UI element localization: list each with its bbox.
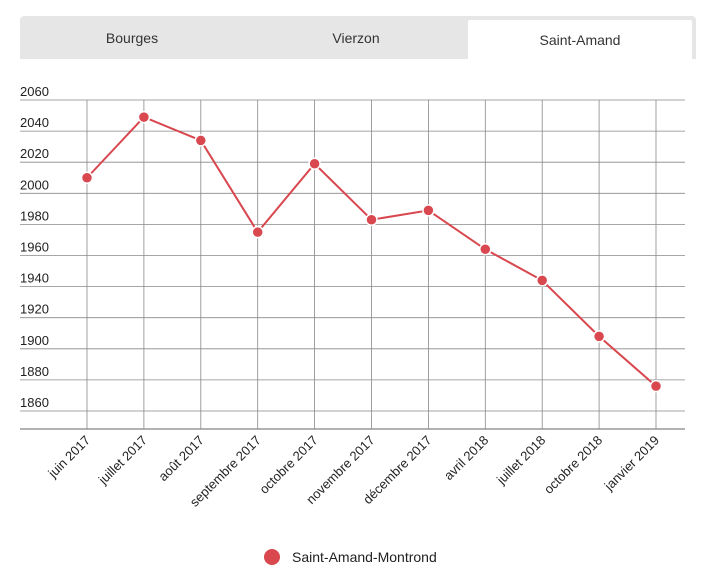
y-tick-label: 1880 xyxy=(20,364,49,379)
data-point xyxy=(80,171,94,184)
data-point xyxy=(422,204,435,217)
data-point xyxy=(479,243,492,256)
x-tick-label: juin 2017 xyxy=(44,433,93,482)
city-tab-bar: Bourges Vierzon Saint-Amand xyxy=(20,16,696,59)
data-point xyxy=(365,213,378,226)
x-tick-label: août 2017 xyxy=(155,433,207,485)
y-tick-label: 1920 xyxy=(20,302,49,317)
x-tick-label: juillet 2017 xyxy=(95,433,150,488)
y-tick-label: 2020 xyxy=(20,146,49,161)
x-tick-label: octobre 2018 xyxy=(541,433,605,497)
x-tick-label: juillet 2018 xyxy=(493,433,548,488)
tab-bourges[interactable]: Bourges xyxy=(105,29,159,46)
y-tick-label: 1980 xyxy=(20,208,49,223)
data-point xyxy=(308,157,321,171)
series-saint-amand-montrond xyxy=(80,110,663,393)
y-axis-ticks: 1860 1880 1900 1920 1940 1960 1980 2000 2020 2040… xyxy=(20,84,49,410)
y-tick-label: 2060 xyxy=(20,84,49,99)
legend-marker xyxy=(264,549,280,565)
tab-saint-amand[interactable]: Saint-Amand xyxy=(468,20,692,59)
y-tick-label: 2000 xyxy=(20,177,49,192)
chart-legend[interactable]: Saint-Amand-Montrond xyxy=(264,549,437,565)
data-point xyxy=(649,379,663,393)
data-point xyxy=(137,110,151,124)
y-tick-label: 1960 xyxy=(20,240,49,255)
y-tick-label: 1900 xyxy=(20,333,49,348)
data-point xyxy=(592,330,606,343)
data-point xyxy=(194,134,208,147)
y-tick-label: 2040 xyxy=(20,115,49,130)
x-tick-label: janvier 2019 xyxy=(601,433,662,494)
x-tick-label: avril 2018 xyxy=(441,433,491,483)
legend-label: Saint-Amand-Montrond xyxy=(292,549,437,565)
y-tick-label: 1860 xyxy=(20,395,49,410)
data-point xyxy=(251,225,264,239)
data-point xyxy=(535,274,549,287)
chart-grid xyxy=(20,99,685,430)
tab-vierzon[interactable]: Vierzon xyxy=(332,29,380,46)
y-tick-label: 1940 xyxy=(20,271,49,286)
x-axis-ticks: juin 2017 juillet 2017 août 2017septembre … xyxy=(44,433,662,510)
